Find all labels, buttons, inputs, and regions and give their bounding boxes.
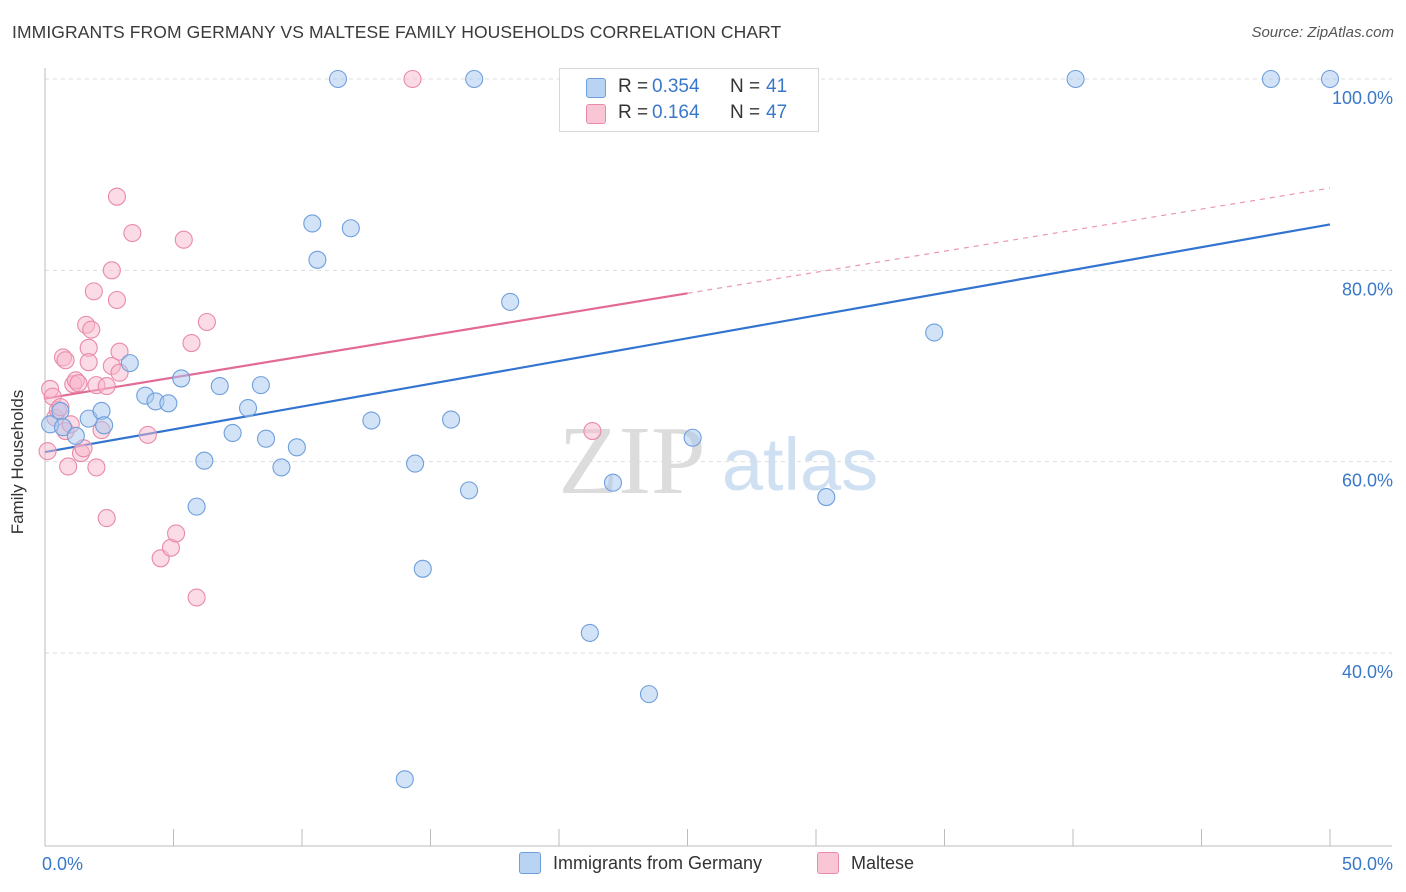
data-point-maltese — [167, 524, 186, 543]
data-points — [38, 69, 1340, 789]
data-point-maltese — [69, 374, 88, 393]
data-point-maltese — [123, 223, 142, 243]
data-point-germany — [1320, 69, 1340, 89]
trend-line-maltese — [44, 292, 688, 400]
data-point-germany — [66, 426, 85, 445]
data-point-germany — [251, 376, 270, 395]
gridlines — [45, 78, 1392, 654]
data-point-maltese — [97, 377, 116, 396]
data-point-maltese — [56, 351, 75, 370]
r-label: R = — [618, 102, 649, 123]
data-point-germany — [683, 428, 702, 447]
data-point-maltese — [107, 187, 127, 206]
data-point-maltese — [403, 69, 422, 89]
n-label: N = — [730, 76, 761, 97]
y-tick-label: 100.0% — [1332, 88, 1393, 108]
data-point-germany — [51, 401, 70, 421]
data-point-germany — [287, 438, 306, 457]
data-point-germany — [362, 411, 381, 430]
y-tick-label: 40.0% — [1342, 662, 1393, 682]
stats-box: R = 0.354 N = 41 R = 0.164 N = 47 — [559, 68, 819, 132]
data-point-germany — [603, 473, 623, 492]
chart-title: IMMIGRANTS FROM GERMANY VS MALTESE FAMIL… — [12, 22, 782, 42]
data-point-germany — [395, 770, 414, 789]
data-point-germany — [53, 418, 73, 437]
legend: Immigrants from Germany Maltese — [0, 852, 1406, 878]
data-point-germany — [442, 410, 461, 429]
data-point-maltese — [97, 509, 116, 528]
data-point-germany — [406, 454, 425, 473]
data-point-germany — [459, 481, 479, 500]
data-point-maltese — [138, 425, 157, 444]
axes — [44, 68, 1392, 847]
data-point-germany — [1261, 69, 1280, 89]
data-point-germany — [256, 429, 276, 448]
data-point-germany — [501, 292, 520, 311]
data-point-germany — [328, 69, 348, 89]
data-point-germany — [308, 250, 327, 269]
data-point-germany — [639, 685, 659, 704]
data-point-germany — [465, 69, 484, 89]
data-point-germany — [172, 369, 191, 388]
germany-n-value: 41 — [766, 76, 788, 97]
data-point-germany — [238, 399, 258, 418]
data-point-germany — [817, 488, 836, 507]
data-point-maltese — [583, 422, 602, 441]
data-point-maltese — [82, 320, 101, 339]
watermark-zip: ZIP — [559, 407, 706, 515]
x-tick-label-min: 0.0% — [42, 854, 83, 874]
maltese-n-value: 47 — [766, 102, 788, 123]
source-label: Source: ZipAtlas.com — [1251, 24, 1394, 41]
data-point-maltese — [107, 290, 127, 310]
data-point-germany — [303, 214, 322, 233]
data-point-maltese — [102, 261, 121, 280]
legend-label-germany: Immigrants from Germany — [553, 852, 763, 873]
data-point-maltese — [110, 342, 129, 361]
data-point-germany — [1066, 69, 1085, 89]
data-point-maltese — [87, 458, 106, 477]
watermark: ZIP atlas — [559, 407, 879, 515]
y-tick-label: 60.0% — [1342, 471, 1393, 491]
data-point-germany — [223, 423, 242, 443]
trend-line-maltese-extension — [687, 187, 1331, 294]
data-point-maltese — [59, 457, 78, 476]
data-point-germany — [120, 354, 139, 373]
watermark-atlas: atlas — [722, 423, 878, 506]
data-point-germany — [580, 623, 599, 642]
legend-swatch-maltese — [817, 852, 839, 874]
data-point-maltese — [38, 442, 57, 461]
data-point-germany — [159, 394, 178, 413]
germany-r-value: 0.354 — [652, 76, 700, 97]
maltese-r-value: 0.164 — [652, 102, 700, 123]
data-point-germany — [210, 377, 229, 396]
data-point-maltese — [187, 588, 206, 607]
r-label: R = — [618, 76, 649, 97]
legend-item-germany[interactable]: Immigrants from Germany — [519, 852, 762, 874]
data-point-maltese — [182, 333, 201, 353]
data-point-maltese — [197, 312, 216, 332]
n-label: N = — [730, 102, 761, 123]
data-point-germany — [341, 219, 360, 238]
data-point-maltese — [79, 353, 98, 372]
maltese-swatch — [586, 104, 606, 124]
legend-swatch-germany — [519, 852, 541, 874]
trend-lines — [44, 187, 1331, 454]
data-point-germany — [187, 497, 206, 516]
x-tick-label-max: 50.0% — [1342, 854, 1393, 874]
data-point-maltese — [174, 230, 193, 249]
legend-label-maltese: Maltese — [851, 852, 915, 873]
data-point-germany — [925, 323, 944, 342]
data-point-maltese — [84, 282, 103, 301]
data-point-germany — [272, 458, 291, 477]
y-tick-label: 80.0% — [1342, 279, 1393, 299]
legend-item-maltese[interactable]: Maltese — [817, 852, 914, 874]
data-point-germany — [195, 451, 214, 470]
trend-line-germany — [44, 223, 1331, 454]
germany-swatch — [586, 78, 606, 98]
data-point-germany — [95, 416, 114, 435]
tick-labels: 40.0% 60.0% 80.0% 100.0% 0.0% 50.0% — [42, 88, 1393, 874]
y-axis-label: Family Households — [8, 389, 27, 535]
data-point-germany — [413, 559, 432, 578]
